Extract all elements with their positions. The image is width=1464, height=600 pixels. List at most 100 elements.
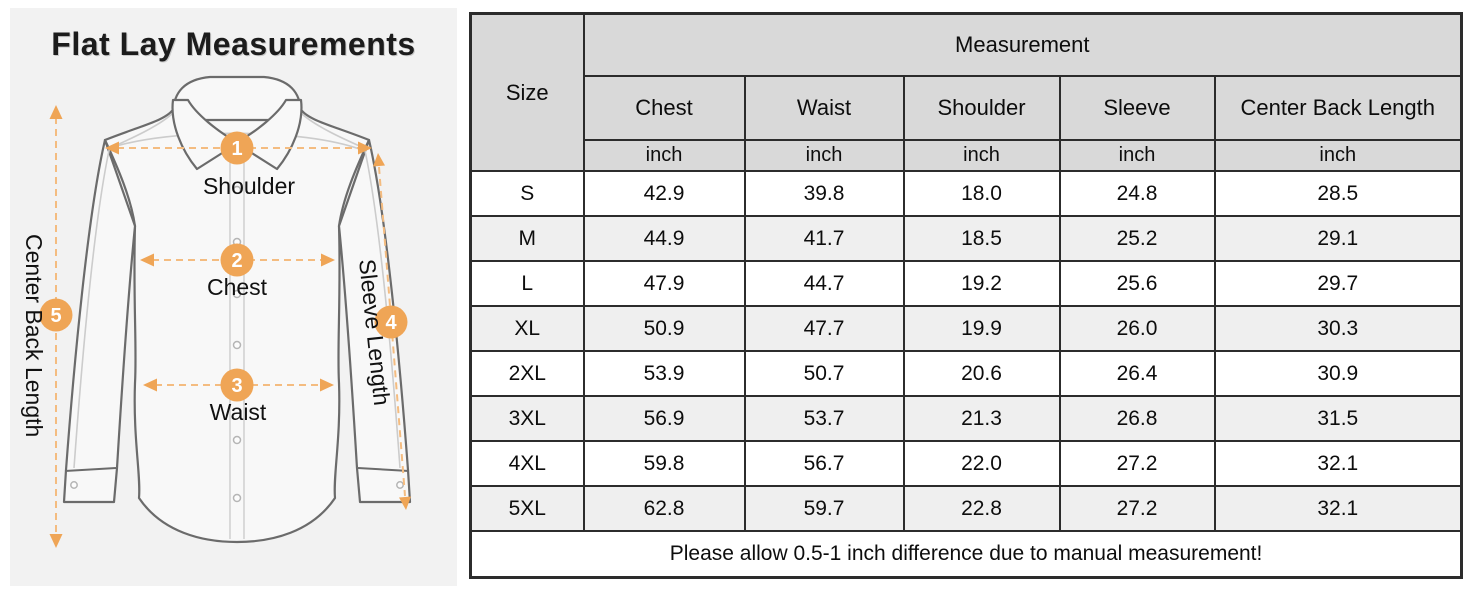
size-chart-table: Size Measurement Chest Waist Shoulder Sl… (469, 12, 1464, 579)
table-row-5xl: 5XL 62.8 59.7 22.8 27.2 32.1 (469, 485, 1463, 532)
size-cell: L (469, 260, 585, 307)
table-row-m: M 44.9 41.7 18.5 25.2 29.1 (469, 215, 1463, 262)
value-cell: 27.2 (1058, 440, 1216, 487)
size-column-header: Size (469, 12, 585, 172)
marker-1-badge: 1 (220, 131, 254, 165)
measurement-header: Measurement (582, 12, 1463, 77)
measurement-disclaimer: Please allow 0.5-1 inch difference due t… (469, 530, 1463, 579)
value-cell: 44.7 (743, 260, 905, 307)
shirt-button (232, 435, 242, 445)
value-cell: 62.8 (582, 485, 746, 532)
column-header-center-back-length: Center Back Length (1213, 75, 1463, 141)
value-cell: 30.9 (1213, 350, 1463, 397)
value-cell: 50.7 (743, 350, 905, 397)
value-cell: 31.5 (1213, 395, 1463, 442)
unit-cell: inch (1058, 139, 1216, 172)
value-cell: 28.5 (1213, 170, 1463, 217)
measurement-diagram-panel: 1 2 3 4 5 Shoulder Chest Waist Sleeve Le… (10, 8, 457, 586)
sleeve-measure-line (373, 153, 411, 510)
size-cell: S (469, 170, 585, 217)
marker-5-number: 5 (50, 305, 61, 327)
value-cell: 29.7 (1213, 260, 1463, 307)
value-cell: 29.1 (1213, 215, 1463, 262)
value-cell: 26.4 (1058, 350, 1216, 397)
waist-label: Waist (210, 399, 267, 425)
marker-2-badge: 2 (220, 243, 254, 277)
shirt-button (232, 340, 242, 350)
size-cell: 2XL (469, 350, 585, 397)
value-cell: 32.1 (1213, 485, 1463, 532)
value-cell: 47.9 (582, 260, 746, 307)
unit-cell: inch (902, 139, 1061, 172)
value-cell: 39.8 (743, 170, 905, 217)
column-header-sleeve: Sleeve (1058, 75, 1216, 141)
value-cell: 25.2 (1058, 215, 1216, 262)
value-cell: 56.9 (582, 395, 746, 442)
right-sleeve-seam (363, 145, 401, 469)
value-cell: 30.3 (1213, 305, 1463, 352)
shirt-button (232, 185, 242, 195)
column-header-waist: Waist (743, 75, 905, 141)
marker-1-number: 1 (231, 138, 242, 160)
unit-cell: inch (582, 139, 746, 172)
value-cell: 21.3 (902, 395, 1061, 442)
marker-2-number: 2 (231, 250, 242, 272)
column-header-shoulder: Shoulder (902, 75, 1061, 141)
shirt-body (103, 106, 371, 544)
table-row-2xl: 2XL 53.9 50.7 20.6 26.4 30.9 (469, 350, 1463, 397)
marker-4-number: 4 (385, 312, 397, 334)
table-row-l: L 47.9 44.7 19.2 25.6 29.7 (469, 260, 1463, 307)
value-cell: 19.2 (902, 260, 1061, 307)
value-cell: 18.5 (902, 215, 1061, 262)
marker-5-badge: 5 (39, 298, 73, 332)
size-cell: XL (469, 305, 585, 352)
unit-cell: inch (743, 139, 905, 172)
shirt-left-sleeve (62, 138, 137, 504)
size-cell: 5XL (469, 485, 585, 532)
waist-measure-line (143, 378, 334, 392)
size-cell: 4XL (469, 440, 585, 487)
left-sleeve-seam (73, 145, 111, 469)
table-row-xl: XL 50.9 47.7 19.9 26.0 30.3 (469, 305, 1463, 352)
value-cell: 56.7 (743, 440, 905, 487)
left-cuff-seam (64, 467, 117, 472)
diagram-title: Flat Lay Measurements (51, 26, 416, 62)
right-cuff-button (396, 481, 404, 489)
center-back-length-label: Center Back Length (21, 234, 47, 437)
value-cell: 19.9 (902, 305, 1061, 352)
size-cell: 3XL (469, 395, 585, 442)
value-cell: 53.7 (743, 395, 905, 442)
value-cell: 27.2 (1058, 485, 1216, 532)
marker-3-badge: 3 (220, 368, 254, 402)
value-cell: 20.6 (902, 350, 1061, 397)
value-cell: 25.6 (1058, 260, 1216, 307)
value-cell: 26.0 (1058, 305, 1216, 352)
right-cuff-seam (357, 467, 410, 472)
column-header-chest: Chest (582, 75, 746, 141)
value-cell: 32.1 (1213, 440, 1463, 487)
value-cell: 53.9 (582, 350, 746, 397)
value-cell: 22.8 (902, 485, 1061, 532)
value-cell: 47.7 (743, 305, 905, 352)
marker-3-number: 3 (231, 375, 242, 397)
marker-4-badge: 4 (374, 305, 408, 339)
value-cell: 22.0 (902, 440, 1061, 487)
value-cell: 50.9 (582, 305, 746, 352)
table-row-s: S 42.9 39.8 18.0 24.8 28.5 (469, 170, 1463, 217)
value-cell: 42.9 (582, 170, 746, 217)
unit-cell: inch (1213, 139, 1463, 172)
size-cell: M (469, 215, 585, 262)
table-row-3xl: 3XL 56.9 53.7 21.3 26.8 31.5 (469, 395, 1463, 442)
shoulder-label: Shoulder (203, 173, 295, 199)
value-cell: 24.8 (1058, 170, 1216, 217)
value-cell: 59.7 (743, 485, 905, 532)
shirt-illustration (62, 75, 412, 544)
left-cuff-button (70, 481, 78, 489)
value-cell: 41.7 (743, 215, 905, 262)
chest-label: Chest (207, 274, 268, 300)
value-cell: 44.9 (582, 215, 746, 262)
value-cell: 18.0 (902, 170, 1061, 217)
shirt-button (232, 493, 242, 503)
value-cell: 59.8 (582, 440, 746, 487)
value-cell: 26.8 (1058, 395, 1216, 442)
